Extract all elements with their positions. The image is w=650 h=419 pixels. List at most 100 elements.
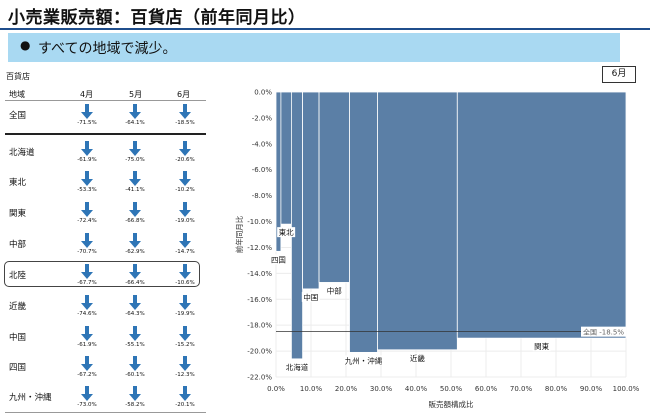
row-label: 全国: [9, 111, 27, 121]
value-cell: -60.1%: [115, 356, 155, 378]
change-value: -10.6%: [175, 280, 195, 286]
x-tick-label: 40.0%: [405, 385, 428, 393]
value-cell: -67.2%: [67, 356, 107, 378]
change-value: -61.9%: [77, 342, 97, 348]
value-cell: -64.1%: [115, 104, 155, 126]
down-arrow-icon: [179, 233, 191, 248]
y-tick-label: -18.0%: [247, 322, 272, 330]
change-value: -72.4%: [77, 218, 97, 224]
change-value: -61.9%: [77, 157, 97, 163]
change-value: -66.4%: [125, 280, 145, 286]
down-arrow-icon: [179, 356, 191, 371]
change-value: -19.0%: [175, 218, 195, 224]
value-cell: -10.2%: [165, 171, 205, 193]
y-axis-title: 前年同月比: [234, 215, 244, 253]
y-tick-label: -2.0%: [252, 114, 273, 122]
bar-label-bg: [343, 355, 384, 366]
bar: [456, 91, 627, 339]
bar-label: 中部: [327, 285, 342, 295]
value-cell: -75.0%: [115, 141, 155, 163]
down-arrow-icon: [179, 326, 191, 341]
reference-label-bg: [581, 326, 626, 337]
value-cell: -53.3%: [67, 171, 107, 193]
change-value: -20.6%: [175, 157, 195, 163]
header-june: 6月: [177, 90, 191, 99]
y-tick-label: -10.0%: [247, 218, 272, 226]
change-value: -67.2%: [77, 372, 97, 378]
down-arrow-icon: [81, 141, 93, 156]
down-arrow-icon: [81, 104, 93, 119]
y-tick-label: -4.0%: [252, 140, 273, 148]
row-label: 中部: [9, 240, 27, 250]
x-tick-label: 60.0%: [475, 385, 498, 393]
value-cell: -62.9%: [115, 233, 155, 255]
value-cell: -67.7%: [67, 264, 107, 286]
x-tick-label: 0.0%: [267, 385, 285, 393]
x-tick-label: 90.0%: [580, 385, 603, 393]
y-tick-label: -20.0%: [247, 348, 272, 356]
x-tick-label: 50.0%: [440, 385, 463, 393]
down-arrow-icon: [129, 141, 141, 156]
bar-chart: 0.0% -2.0% -4.0% -6.0% -8.0% -10.0% -12.0% -14.…: [234, 89, 640, 410]
x-axis-title: 販売額構成比: [429, 399, 474, 409]
row-label: 関東: [9, 209, 27, 219]
value-cell: -61.9%: [67, 326, 107, 348]
y-tick-label: -6.0%: [252, 166, 273, 174]
bar-label-bg: [277, 227, 296, 238]
bar: [291, 91, 304, 360]
y-tick-label: -16.0%: [247, 296, 272, 304]
value-cell: -73.0%: [67, 386, 107, 408]
down-arrow-icon: [129, 386, 141, 401]
value-cell: -66.4%: [115, 264, 155, 286]
change-value: -18.5%: [175, 120, 195, 126]
down-arrow-icon: [81, 295, 93, 310]
change-value: -15.2%: [175, 342, 195, 348]
bar-label: 四国: [271, 255, 286, 264]
bar-label-bg: [284, 361, 310, 372]
highlight-bracket: [4, 261, 200, 287]
bar: [302, 91, 320, 290]
row-label: 四国: [9, 363, 27, 373]
value-cell: -19.0%: [165, 202, 205, 224]
down-arrow-icon: [129, 356, 141, 371]
change-value: -62.9%: [125, 249, 145, 255]
change-value: -67.7%: [77, 280, 97, 286]
down-arrow-icon: [129, 264, 141, 279]
summary-text: すべての地域で減少。: [38, 41, 177, 57]
bar: [377, 91, 458, 351]
bar-label: 近畿: [410, 353, 425, 363]
y-tick-label: -14.0%: [247, 270, 272, 278]
change-value: -58.2%: [125, 402, 145, 408]
down-arrow-icon: [179, 386, 191, 401]
value-cell: -64.3%: [115, 295, 155, 317]
down-arrow-icon: [179, 171, 191, 186]
bar-label: 東北: [279, 227, 294, 237]
header-region: 地域: [9, 90, 25, 99]
down-arrow-icon: [179, 141, 191, 156]
row-label: 中国: [9, 333, 27, 343]
down-arrow-icon: [129, 295, 141, 310]
value-cell: -71.5%: [67, 104, 107, 126]
table-caption: 百貨店: [6, 72, 30, 81]
down-arrow-icon: [129, 104, 141, 119]
value-cell: -58.2%: [115, 386, 155, 408]
bar-label: 北海道: [286, 362, 309, 372]
change-value: -66.8%: [125, 218, 145, 224]
change-value: -41.1%: [125, 187, 145, 193]
down-arrow-icon: [81, 326, 93, 341]
month-badge: 6月: [602, 66, 636, 83]
down-arrow-icon: [179, 295, 191, 310]
x-tick-label: 10.0%: [300, 385, 323, 393]
value-cell: -15.2%: [165, 326, 205, 348]
down-arrow-icon: [129, 171, 141, 186]
y-tick-label: 0.0%: [254, 89, 272, 97]
row-label: 東北: [9, 178, 27, 188]
down-arrow-icon: [129, 326, 141, 341]
title-divider: [0, 28, 650, 30]
bar-label-bg: [408, 352, 427, 363]
reference-label: 全国 -18.5%: [583, 328, 624, 337]
bar-label: 中国: [303, 292, 318, 302]
bar-label: 九州・沖縄: [345, 355, 383, 365]
down-arrow-icon: [81, 356, 93, 371]
bar: [318, 91, 350, 283]
